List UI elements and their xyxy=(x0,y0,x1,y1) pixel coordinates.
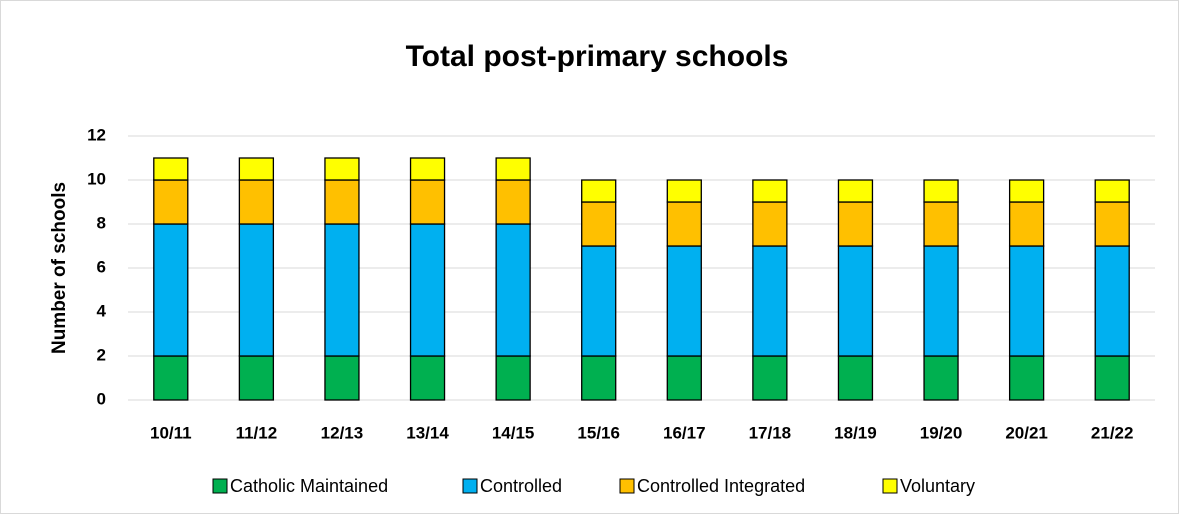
bar-segment xyxy=(837,179,874,203)
chart-title: Total post-primary schools xyxy=(406,40,789,73)
y-tick-label: 12 xyxy=(87,125,106,144)
legend-label: Controlled xyxy=(480,476,562,496)
y-tick-label: 6 xyxy=(97,257,106,276)
x-tick-label: 15/16 xyxy=(577,423,620,442)
bar-segment xyxy=(666,201,702,247)
bar-segment xyxy=(409,355,446,401)
bar-segment xyxy=(238,223,275,357)
legend-label: Catholic Maintained xyxy=(230,476,388,496)
bar-segment xyxy=(666,245,702,357)
bar-segment xyxy=(923,179,959,203)
y-tick-label: 8 xyxy=(97,213,106,232)
legend-label: Controlled Integrated xyxy=(637,476,805,496)
bar-segment xyxy=(1008,201,1045,247)
bar-segment xyxy=(837,201,874,247)
bar-segment xyxy=(409,223,446,357)
x-tick-label: 14/15 xyxy=(492,423,535,442)
bar-segment xyxy=(324,223,360,357)
y-tick-label: 4 xyxy=(97,301,107,320)
legend-swatch xyxy=(882,478,898,494)
x-tick-label: 12/13 xyxy=(321,423,364,442)
bar-segment xyxy=(1008,355,1045,401)
y-tick-label: 2 xyxy=(97,345,106,364)
bar-segment xyxy=(752,179,788,203)
bar-segment xyxy=(324,355,360,401)
bar-segment xyxy=(324,179,360,225)
bar-segment xyxy=(409,157,446,181)
legend-swatch xyxy=(212,478,228,494)
bar-segment xyxy=(238,157,275,181)
bar-segment xyxy=(324,157,360,181)
bar-segment xyxy=(238,355,275,401)
bar-segment xyxy=(837,355,874,401)
bar-segment xyxy=(923,245,959,357)
legend-swatch xyxy=(619,478,635,494)
x-tick-label: 11/12 xyxy=(236,423,278,442)
bar-segment xyxy=(752,245,788,357)
legend-swatch xyxy=(462,478,478,494)
bar-segment xyxy=(238,179,275,225)
bar-segment xyxy=(1008,245,1045,357)
bar-segment xyxy=(495,157,531,181)
x-tick-label: 16/17 xyxy=(663,423,706,442)
bar-segment xyxy=(666,355,702,401)
bar-segment xyxy=(581,355,617,401)
bar-segment xyxy=(1008,179,1045,203)
bar-segment xyxy=(837,245,874,357)
bar-segment xyxy=(1094,245,1130,357)
bar-segment xyxy=(409,179,446,225)
legend-label: Voluntary xyxy=(900,476,975,496)
x-tick-label: 10/11 xyxy=(150,423,192,442)
bar-segment xyxy=(752,201,788,247)
x-tick-label: 18/19 xyxy=(834,423,877,442)
y-axis-label: Number of schools xyxy=(49,182,70,354)
bar-segment xyxy=(923,355,959,401)
bar-segment xyxy=(153,157,189,181)
bar-segment xyxy=(1094,201,1130,247)
bar-segment xyxy=(666,179,702,203)
y-tick-label: 10 xyxy=(87,169,106,188)
bar-segment xyxy=(581,179,617,203)
x-tick-label: 21/22 xyxy=(1091,423,1134,442)
bar-segment xyxy=(495,179,531,225)
bar-segment xyxy=(495,223,531,357)
bar-segment xyxy=(1094,179,1130,203)
x-tick-label: 17/18 xyxy=(749,423,792,442)
bar-segment xyxy=(495,355,531,401)
bar-segment xyxy=(153,223,189,357)
bar-segment xyxy=(923,201,959,247)
bar-segment xyxy=(153,355,189,401)
bar-segment xyxy=(581,201,617,247)
x-tick-label: 20/21 xyxy=(1005,423,1048,442)
bar-segment xyxy=(153,179,189,225)
bar-segment xyxy=(581,245,617,357)
x-tick-label: 13/14 xyxy=(406,423,449,442)
bar-segment xyxy=(752,355,788,401)
y-tick-label: 0 xyxy=(97,389,106,408)
bar-segment xyxy=(1094,355,1130,401)
x-tick-label: 19/20 xyxy=(920,423,963,442)
